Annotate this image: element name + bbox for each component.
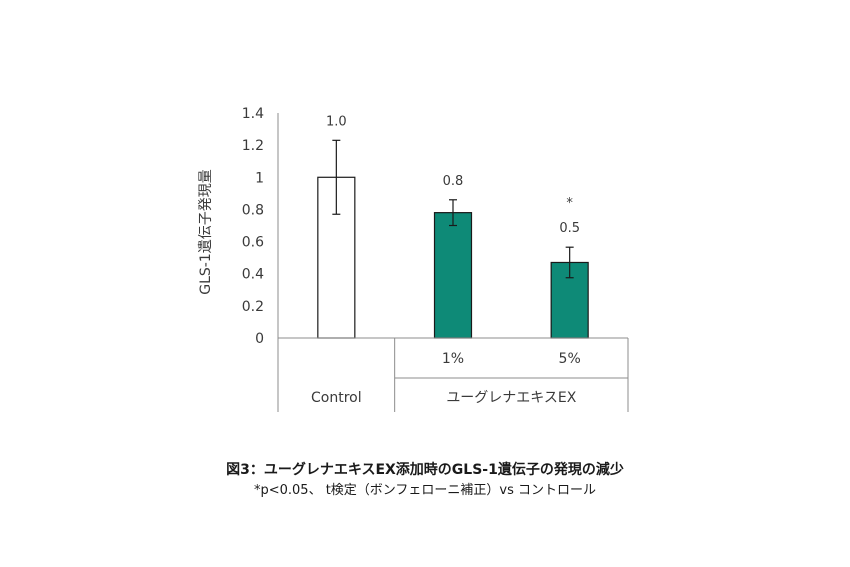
y-tick-label: 1.4 <box>242 106 264 122</box>
data-label: 1.0 <box>326 114 347 129</box>
figure-caption-note: *p<0.05、 t検定（ボンフェローニ補正）vs コントロール <box>253 483 597 498</box>
y-tick-label: 0.4 <box>242 267 264 283</box>
significance-marker: * <box>566 196 573 211</box>
bars: 1.0 0.8 0.5 * <box>317 114 589 339</box>
y-tick-label: 1 <box>255 170 264 186</box>
y-tick-label: 0.6 <box>242 235 264 251</box>
data-label: 0.8 <box>443 174 464 189</box>
figure-caption-title: 図3：ユーグレナエキスEX添加時のGLS-1遺伝子の発現の減少 <box>226 462 624 478</box>
y-tick-label: 1.2 <box>242 138 264 154</box>
category-table: Control 1% 5% ユーグレナエキスEX <box>277 338 629 412</box>
y-tick-label: 0 <box>255 331 264 347</box>
axes <box>277 113 628 339</box>
category-group-label: ユーグレナエキスEX <box>446 390 576 406</box>
category-group-label: Control <box>311 390 362 406</box>
y-axis-ticks: 0 0.2 0.4 0.6 0.8 1 1.2 1.4 <box>242 106 264 347</box>
data-label: 0.5 <box>559 221 580 236</box>
y-axis-label: GLS-1遺伝子発現量 <box>198 169 214 295</box>
x-tick-label: 5% <box>559 351 581 367</box>
y-tick-label: 0.8 <box>242 202 264 218</box>
y-tick-label: 0.2 <box>242 299 264 315</box>
x-tick-label: 1% <box>442 351 464 367</box>
bar <box>433 212 473 339</box>
